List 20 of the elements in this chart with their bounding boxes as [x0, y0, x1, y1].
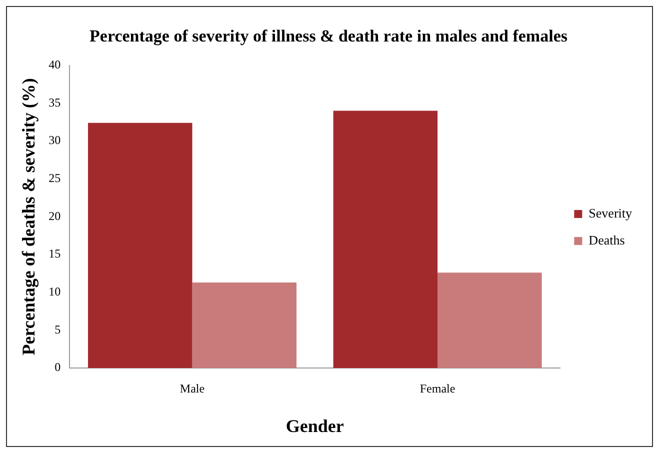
y-tick-label: 5: [54, 322, 61, 336]
x-tick-label: Female: [420, 381, 456, 396]
bar: [438, 272, 542, 368]
bar: [192, 282, 296, 368]
y-tick-label: 10: [48, 284, 61, 299]
legend-label: Severity: [588, 205, 632, 220]
bar: [333, 110, 438, 368]
y-tick-label: 40: [48, 58, 61, 72]
y-tick-label: 25: [48, 171, 61, 186]
y-tick-label: 0: [54, 360, 61, 374]
y-tick-label: 20: [48, 208, 61, 223]
y-axis-title: Percentage of deaths & severity (%): [18, 78, 38, 356]
y-tick-label: 30: [48, 133, 61, 148]
bar: [88, 122, 192, 368]
y-tick-label: 35: [48, 95, 61, 110]
legend-label: Deaths: [588, 232, 625, 248]
x-axis-title: Gender: [286, 416, 344, 436]
y-tick-label: 15: [48, 246, 61, 261]
chart-title: Percentage of severity of illness & death rate in males and females: [90, 26, 568, 46]
x-tick-label: Male: [180, 381, 205, 396]
